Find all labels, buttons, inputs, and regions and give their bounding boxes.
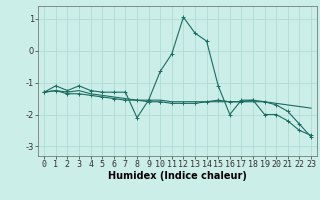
X-axis label: Humidex (Indice chaleur): Humidex (Indice chaleur) xyxy=(108,171,247,181)
